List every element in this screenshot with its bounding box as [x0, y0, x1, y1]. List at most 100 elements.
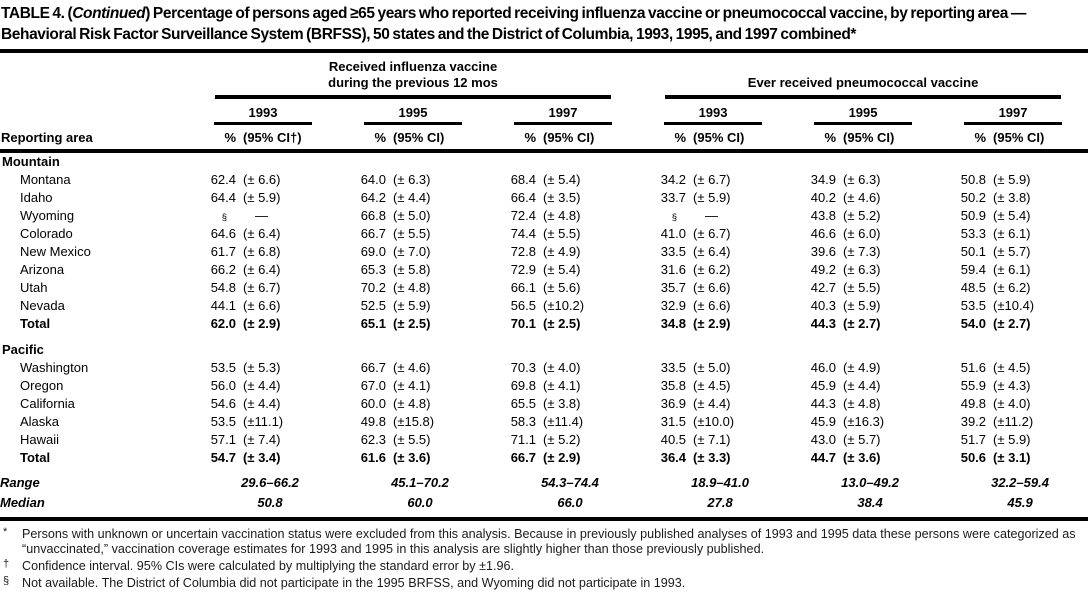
ci-value: (± 2.5) — [393, 316, 431, 331]
data-cell: 50.8 (± 5.9) — [938, 171, 1088, 189]
value: 48.5 — [960, 280, 987, 295]
data-cell: 66.2 (± 6.4) — [188, 261, 338, 279]
col-header-pct-ci: % (95% CI) — [938, 125, 1088, 153]
value: 66.2 — [210, 262, 236, 277]
ci-value: (± 7.0) — [393, 244, 431, 259]
ci-label: (95% CI) — [393, 130, 445, 145]
footnote-marker: * — [3, 526, 8, 538]
ci-value: (± 4.8) — [543, 208, 581, 223]
data-cell: 40.5 (± 7.1) — [638, 431, 788, 449]
footnote-text: Confidence interval. 95% CIs were calcul… — [22, 559, 515, 573]
data-cell: 44.3 (± 4.8) — [788, 395, 938, 413]
ci-value: (± 3.6) — [393, 450, 431, 465]
ci-value: (± 6.1) — [993, 262, 1031, 277]
data-cell: 69.0 (± 7.0) — [338, 243, 488, 261]
data-cell: 34.2 (± 6.7) — [638, 171, 788, 189]
value: § — [221, 212, 227, 223]
value: 57.1 — [210, 432, 236, 447]
ci-value: (± 4.9) — [843, 360, 881, 375]
summary-value: 54.3–74.4 — [541, 475, 599, 490]
data-cell: 43.0 (± 5.7) — [788, 431, 938, 449]
value: 74.4 — [510, 226, 536, 241]
ci-value: (± 3.3) — [693, 450, 731, 465]
value: 46.6 — [810, 226, 837, 241]
ci-value: (± 6.8) — [243, 244, 281, 259]
data-cell: 54.8 (± 6.7) — [188, 279, 338, 297]
value: 50.1 — [960, 244, 987, 259]
value: 50.8 — [960, 172, 987, 187]
data-cell: 33.7 (± 5.9) — [638, 189, 788, 207]
ci-value: (± 5.3) — [243, 360, 281, 375]
state-row: California 54.6 (± 4.4) 60.0 (± 4.8) 65.5 (± 3… — [0, 395, 1088, 413]
value: 62.4 — [210, 172, 236, 187]
ci-value: (± 2.5) — [543, 316, 581, 331]
ci-value: (± 5.2) — [543, 432, 581, 447]
ci-value: (± 4.8) — [843, 396, 881, 411]
value: 54.6 — [210, 396, 236, 411]
data-cell: 44.7 (± 3.6) — [788, 449, 938, 467]
value: 34.8 — [660, 316, 687, 331]
value: 53.5 — [210, 360, 236, 375]
data-cell: 43.8 (± 5.2) — [788, 207, 938, 225]
ci-value: (± 4.0) — [993, 396, 1031, 411]
col-header-pct-ci: % (95% CI†) — [188, 125, 338, 153]
value: 39.2 — [960, 414, 987, 429]
data-cell: 39.6 (± 7.3) — [788, 243, 938, 261]
value: 50.6 — [960, 450, 987, 465]
summary-row-range: Range 29.6–66.2 45.1–70.2 54.3–74.4 18.9–41.… — [0, 473, 1088, 493]
value: 45.9 — [810, 414, 837, 429]
area-cell: Idaho — [20, 190, 53, 205]
area-cell: Total — [20, 316, 51, 331]
data-cell: 33.5 (± 6.4) — [638, 243, 788, 261]
value: 40.3 — [810, 298, 837, 313]
data-cell: 66.7 (± 2.9) — [488, 449, 638, 467]
ci-value: (± 5.5) — [393, 226, 431, 241]
footnote-text: Persons with unknown or uncertain vaccin… — [22, 527, 1076, 556]
data-cell: 69.8 (± 4.1) — [488, 377, 638, 395]
data-cell: 54.0 (± 2.7) — [938, 315, 1088, 333]
value: 49.2 — [810, 262, 837, 277]
data-cell: 54.3–74.4 — [488, 473, 638, 493]
value: 34.2 — [660, 172, 687, 187]
year-label: 1997 — [514, 99, 613, 125]
value: 36.4 — [660, 450, 687, 465]
ci-value: (± 6.6) — [693, 298, 731, 313]
data-cell: 45.9 (± 4.4) — [788, 377, 938, 395]
value: 33.5 — [660, 244, 687, 259]
footnote-text: Not available. The District of Columbia … — [22, 576, 686, 590]
data-cell: 40.2 (± 4.6) — [788, 189, 938, 207]
ci-value: (± 5.7) — [843, 432, 881, 447]
ci-value: (± 6.7) — [243, 280, 281, 295]
state-row: Wyoming § —66.8 (± 5.0) 72.4 (± 4.8) § —43.8 (± … — [0, 207, 1088, 225]
col-header-pct-ci: % (95% CI) — [788, 125, 939, 153]
ci-value: (±10.4) — [993, 298, 1035, 313]
data-cell: 57.1 (± 7.4) — [188, 431, 338, 449]
value: § — [671, 212, 678, 223]
value: 35.8 — [660, 378, 687, 393]
ci-value: (± 4.8) — [393, 396, 431, 411]
data-cell: 49.2 (± 6.3) — [788, 261, 938, 279]
value: 54.0 — [960, 316, 987, 331]
document-page: TABLE 4. (Continued) Percentage of perso… — [0, 5, 1088, 590]
value: 64.6 — [210, 226, 236, 241]
data-cell: 40.3 (± 5.9) — [788, 297, 938, 315]
data-cell: 48.5 (± 6.2) — [938, 279, 1088, 297]
data-cell: 45.9 (±16.3) — [788, 413, 938, 431]
value: 39.6 — [810, 244, 837, 259]
summary-value: 18.9–41.0 — [691, 475, 749, 490]
value: 71.1 — [510, 432, 536, 447]
ci-value: (± 5.6) — [543, 280, 581, 295]
ci-value: (± 2.7) — [843, 316, 881, 331]
year-label: 1993 — [664, 99, 763, 125]
data-cell: 56.5 (±10.2) — [488, 297, 638, 315]
ci-value: (± 6.2) — [693, 262, 731, 277]
value: 61.7 — [210, 244, 236, 259]
data-cell: 53.5 (± 5.3) — [188, 359, 338, 377]
value: 33.5 — [660, 360, 687, 375]
value: 72.9 — [510, 262, 536, 277]
ci-value: (± 6.6) — [693, 280, 731, 295]
value: 64.2 — [360, 190, 386, 205]
pct-label: % — [224, 130, 236, 145]
value: 40.2 — [810, 190, 837, 205]
summary-value: 29.6–66.2 — [241, 475, 299, 490]
